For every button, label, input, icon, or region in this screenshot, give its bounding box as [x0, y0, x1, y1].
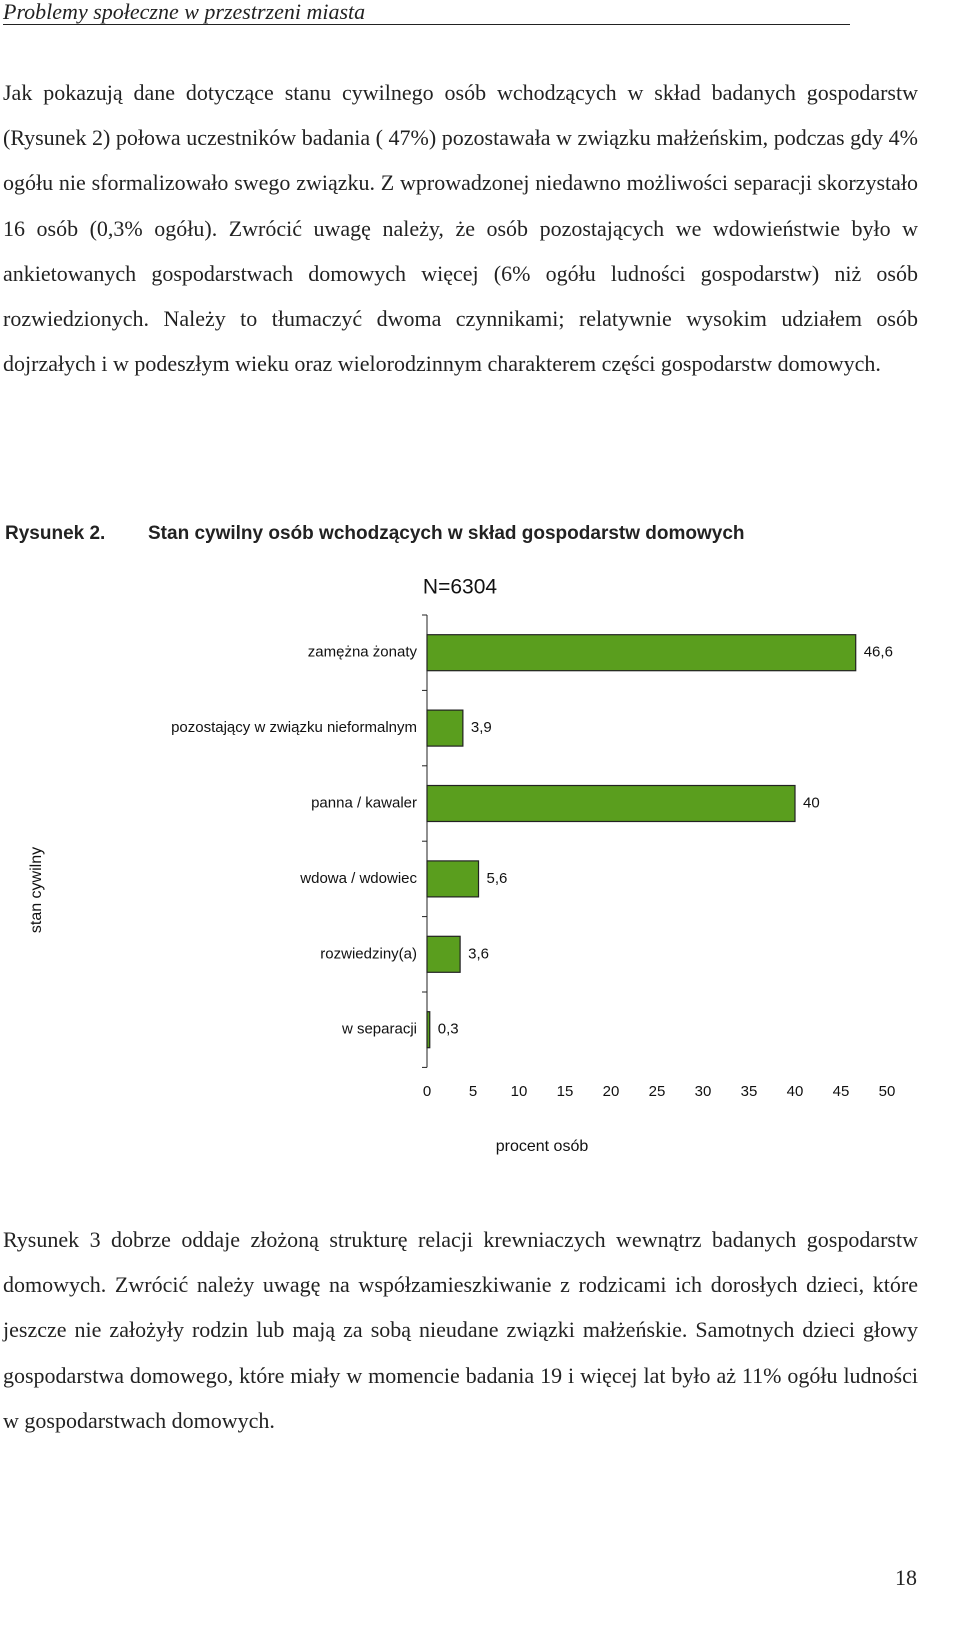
y-tick-label: w separacji [341, 1021, 417, 1038]
y-tick-label: panna / kawaler [311, 794, 417, 811]
figure-caption: Stan cywilny osób wchodzących w skład go… [148, 523, 745, 544]
chart-title: N=6304 [423, 576, 497, 599]
x-tick-label: 30 [695, 1083, 712, 1100]
value-label: 3,9 [471, 719, 492, 736]
x-tick-label: 10 [511, 1083, 528, 1100]
bar [426, 634, 857, 672]
x-tick-label: 20 [603, 1083, 620, 1100]
x-tick-label: 35 [741, 1083, 758, 1100]
value-label: 0,3 [438, 1021, 459, 1038]
x-tick-label: 15 [557, 1083, 574, 1100]
bar [426, 1011, 431, 1049]
chart: N=6304 procent osób stan cywilny 0 5 10 15 2… [28, 576, 896, 1156]
bar [426, 935, 461, 973]
value-label: 40 [803, 794, 820, 811]
x-tick-label: 25 [649, 1083, 666, 1100]
x-tick-label: 5 [469, 1083, 477, 1100]
y-tick-label: zamężna żonaty [308, 644, 418, 661]
bar [426, 709, 464, 747]
x-tick-label: 50 [879, 1083, 896, 1100]
value-label: 46,6 [864, 644, 893, 661]
y-tick-label: wdowa / wdowiec [299, 870, 417, 887]
paragraph: Jak pokazują dane dotyczące stanu cywiln… [3, 80, 918, 377]
x-tick-label: 40 [787, 1083, 804, 1100]
y-tick-label: pozostający w związku nieformalnym [171, 719, 417, 736]
y-axis-label: stan cywilny [28, 847, 45, 933]
running-header: Problemy społeczne w przestrzeni miasta [3, 0, 850, 25]
x-tick-label: 45 [833, 1083, 850, 1100]
x-tick-label: 0 [423, 1083, 431, 1100]
bar [426, 860, 480, 898]
paragraph: Rysunek 3 dobrze oddaje złożoną struktur… [3, 1227, 918, 1433]
value-label: 3,6 [468, 945, 489, 962]
page-number: 18 [895, 1565, 917, 1590]
x-axis-label: procent osób [496, 1138, 589, 1155]
figure-label: Rysunek 2. [5, 523, 106, 544]
value-label: 5,6 [487, 870, 508, 887]
y-tick-label: rozwiedziny(a) [320, 945, 417, 962]
bar [426, 784, 796, 823]
